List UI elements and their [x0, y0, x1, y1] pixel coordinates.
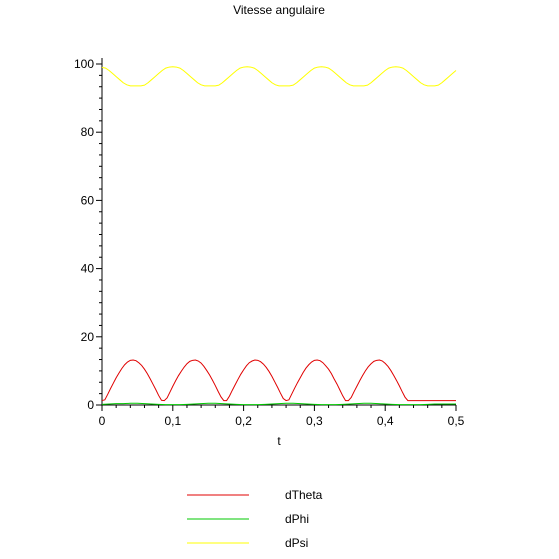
- legend-label-dphi: dPhi: [285, 512, 309, 526]
- x-axis: 0 0,1 0,2 0,3 0,4 0,5: [99, 404, 465, 428]
- series-line-dphi: [101, 402, 456, 406]
- x-tick-label: 0,3: [306, 414, 323, 428]
- series-line-dtheta: [101, 359, 456, 402]
- y-tick-label: 60: [81, 193, 95, 207]
- y-tick-label: 100: [74, 57, 94, 71]
- y-tick-label: 40: [81, 262, 95, 276]
- x-tick-label: 0,4: [377, 414, 394, 428]
- y-tick-label: 0: [87, 398, 94, 412]
- legend-label-dpsi: dPsi: [285, 536, 308, 550]
- legend: dTheta dPhi dPsi: [187, 488, 323, 550]
- y-tick-label: 20: [81, 330, 95, 344]
- x-tick-label: 0,5: [448, 414, 465, 428]
- y-axis: 0 20 40 60 80 100: [74, 57, 103, 412]
- chart-title: Vitesse angulaire: [233, 3, 325, 17]
- plot-lines: [101, 66, 457, 406]
- x-tick-label: 0: [99, 414, 106, 428]
- series-line-dpsi: [101, 66, 457, 87]
- x-tick-label: 0,1: [164, 414, 181, 428]
- x-axis-label: t: [277, 434, 281, 448]
- y-tick-label: 80: [81, 125, 95, 139]
- legend-label-dtheta: dTheta: [285, 488, 323, 502]
- x-tick-label: 0,2: [235, 414, 252, 428]
